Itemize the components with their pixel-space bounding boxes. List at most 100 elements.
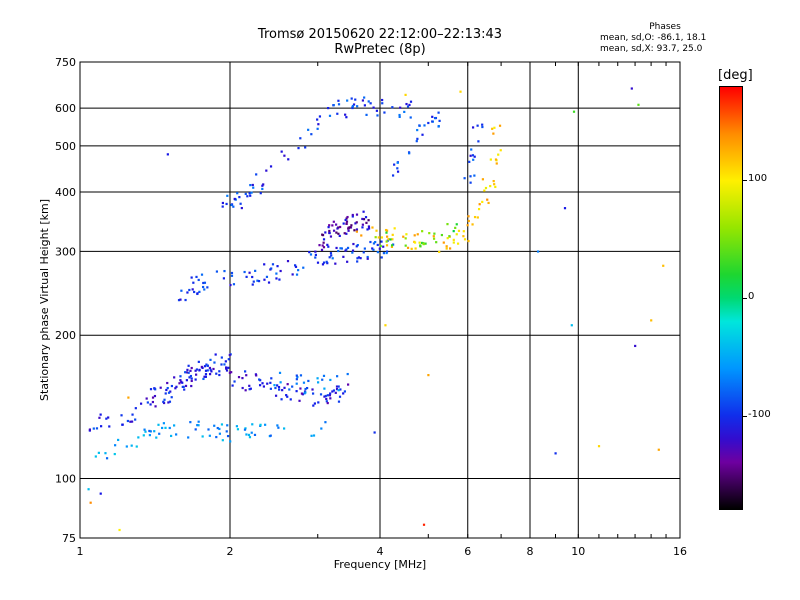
data-point (637, 103, 640, 106)
data-point (449, 247, 452, 250)
data-point (125, 445, 128, 448)
data-point (361, 226, 364, 229)
data-point (483, 189, 486, 192)
data-point (346, 246, 350, 250)
data-point (238, 196, 241, 199)
data-point (295, 382, 298, 385)
data-point (372, 248, 375, 251)
data-point (337, 99, 340, 102)
data-point (486, 198, 489, 201)
data-point (471, 154, 475, 157)
data-point (240, 206, 243, 210)
data-point (230, 271, 234, 275)
data-point (347, 227, 350, 230)
data-point (194, 428, 197, 431)
data-point (357, 256, 361, 259)
data-point (391, 106, 394, 109)
data-point (164, 392, 167, 395)
data-point (121, 423, 124, 426)
y-tick-label: 400 (55, 186, 76, 199)
data-point (179, 298, 182, 301)
data-point (261, 382, 264, 385)
data-point (355, 228, 359, 231)
data-point (251, 183, 254, 187)
data-point (361, 99, 365, 102)
data-point (324, 231, 327, 234)
data-point (215, 372, 218, 375)
data-point (187, 371, 190, 374)
data-point (218, 432, 222, 435)
data-point (310, 133, 313, 136)
data-point (248, 388, 251, 391)
data-point (375, 109, 379, 112)
data-point (114, 444, 117, 447)
data-point (190, 379, 193, 383)
data-point (228, 353, 231, 357)
data-point (338, 234, 341, 238)
data-point (95, 427, 99, 430)
data-point (223, 363, 226, 366)
data-point (416, 128, 419, 132)
y-tick-label: 100 (55, 473, 76, 486)
data-point (351, 251, 354, 254)
data-point (206, 369, 209, 372)
data-point (445, 245, 448, 248)
data-point (326, 243, 329, 246)
data-point (162, 400, 165, 403)
data-point (222, 277, 226, 280)
x-tick-label: 6 (464, 545, 471, 558)
data-point (276, 265, 279, 268)
data-point (431, 115, 434, 118)
data-point (452, 241, 455, 244)
data-point (363, 96, 366, 99)
data-point (257, 279, 261, 283)
data-point (314, 253, 317, 257)
data-point (179, 375, 182, 378)
data-point (225, 430, 228, 433)
data-point (286, 395, 289, 398)
data-point (183, 388, 186, 391)
data-point (188, 288, 191, 292)
data-point (107, 416, 110, 419)
data-point (570, 324, 573, 327)
data-point (166, 381, 169, 385)
data-point (396, 170, 400, 173)
data-point (208, 434, 211, 437)
data-point (346, 215, 349, 219)
data-point (281, 389, 284, 392)
data-point (139, 402, 143, 405)
x-tick-label: 1 (77, 545, 84, 558)
data-point (269, 434, 272, 437)
data-point (168, 426, 171, 430)
y-tick-label: 600 (55, 102, 76, 115)
data-point (274, 386, 277, 390)
data-point (329, 397, 332, 400)
x-tick-label: 4 (377, 545, 384, 558)
data-point (471, 126, 475, 129)
data-point (448, 235, 451, 238)
data-point (563, 207, 567, 210)
data-point (317, 401, 320, 404)
data-point (179, 379, 182, 382)
colorbar-unit: [deg] (718, 68, 753, 83)
data-point (166, 386, 169, 390)
data-point (244, 427, 247, 430)
colorbar-tick-label: 100 (748, 173, 768, 185)
data-point (226, 424, 229, 427)
data-point (352, 103, 356, 106)
data-point (126, 419, 129, 423)
data-point (225, 366, 228, 369)
data-point (361, 217, 364, 221)
data-point (309, 253, 313, 256)
data-point (329, 235, 333, 238)
data-point (316, 261, 320, 264)
data-point (265, 275, 269, 278)
data-point (311, 392, 315, 395)
data-point (151, 396, 155, 399)
data-point (169, 434, 173, 438)
phase-colorbar (719, 86, 743, 510)
data-point (287, 158, 290, 161)
data-point (356, 105, 359, 108)
data-point (174, 387, 177, 390)
